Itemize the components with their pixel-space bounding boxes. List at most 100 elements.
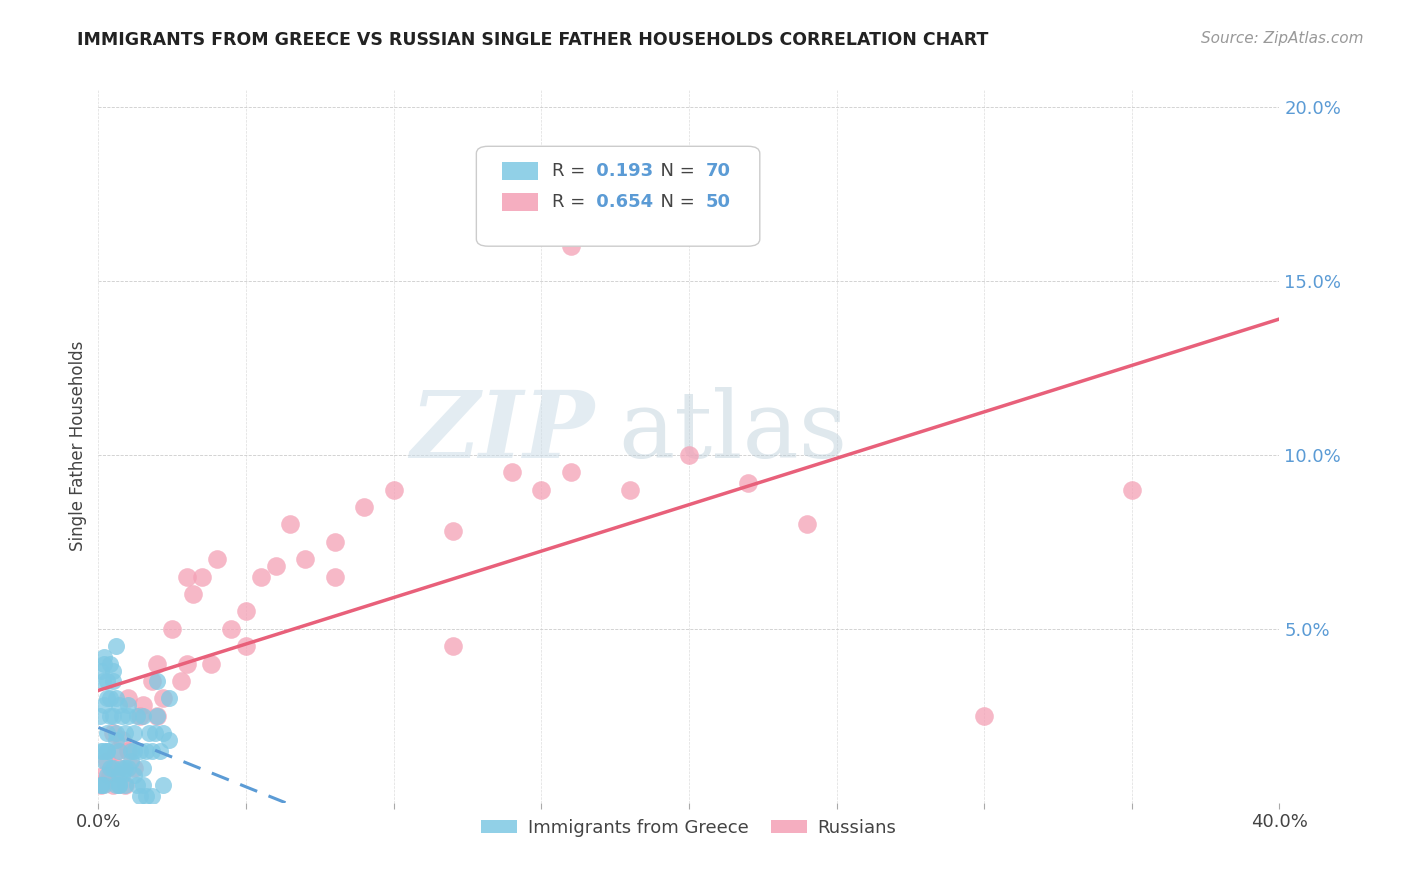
Point	[170, 673, 193, 688]
Point	[132, 761, 155, 775]
Point	[96, 673, 118, 688]
Point	[111, 733, 134, 747]
Point	[114, 778, 136, 792]
Point	[117, 698, 139, 713]
Point	[323, 534, 346, 549]
Point	[90, 778, 112, 792]
Point	[294, 552, 316, 566]
Point	[235, 639, 257, 653]
Point	[235, 604, 257, 618]
Text: R =: R =	[553, 193, 591, 211]
Point	[128, 708, 150, 723]
Text: N =: N =	[648, 162, 700, 180]
FancyBboxPatch shape	[502, 162, 537, 180]
Point	[105, 726, 128, 740]
Point	[105, 733, 128, 747]
Point	[108, 778, 131, 792]
Point	[96, 743, 118, 757]
Point	[323, 569, 346, 583]
Point	[117, 691, 139, 706]
Text: 0.654: 0.654	[589, 193, 652, 211]
Point	[120, 743, 142, 757]
Point	[353, 500, 375, 514]
Point	[191, 569, 214, 583]
Legend: Immigrants from Greece, Russians: Immigrants from Greece, Russians	[474, 812, 904, 844]
Point	[108, 743, 131, 757]
Y-axis label: Single Father Households: Single Father Households	[69, 341, 87, 551]
Point	[96, 726, 118, 740]
Point	[135, 743, 157, 757]
Point	[93, 768, 115, 782]
Point	[91, 743, 114, 757]
Point	[108, 768, 131, 782]
Point	[96, 754, 118, 768]
Text: IMMIGRANTS FROM GREECE VS RUSSIAN SINGLE FATHER HOUSEHOLDS CORRELATION CHART: IMMIGRANTS FROM GREECE VS RUSSIAN SINGLE…	[77, 31, 988, 49]
Point	[141, 743, 163, 757]
Point	[619, 483, 641, 497]
Point	[103, 673, 125, 688]
Point	[737, 475, 759, 490]
Point	[152, 726, 174, 740]
Text: 50: 50	[706, 193, 731, 211]
Point	[382, 483, 405, 497]
Point	[221, 622, 243, 636]
Point	[200, 657, 222, 671]
Point	[90, 743, 112, 757]
Point	[93, 657, 115, 671]
Point	[141, 789, 163, 803]
Point	[103, 708, 125, 723]
Point	[117, 743, 139, 757]
Text: Source: ZipAtlas.com: Source: ZipAtlas.com	[1201, 31, 1364, 46]
Point	[105, 743, 128, 757]
Point	[264, 559, 287, 574]
Text: ZIP: ZIP	[411, 387, 595, 476]
Point	[90, 778, 112, 792]
Point	[114, 778, 136, 792]
Point	[90, 664, 112, 678]
Point	[98, 768, 121, 782]
Text: 0.193: 0.193	[589, 162, 652, 180]
Point	[560, 465, 582, 479]
Point	[90, 778, 112, 792]
Point	[103, 726, 125, 740]
Point	[280, 517, 302, 532]
Point	[157, 733, 180, 747]
Point	[98, 761, 121, 775]
Point	[176, 569, 198, 583]
Point	[96, 691, 118, 706]
Point	[501, 465, 523, 479]
Point	[530, 483, 553, 497]
Point	[108, 761, 131, 775]
Text: R =: R =	[553, 162, 591, 180]
Point	[96, 743, 118, 757]
Point	[125, 708, 148, 723]
Point	[125, 778, 148, 792]
Point	[93, 649, 115, 664]
Point	[162, 622, 183, 636]
Point	[114, 726, 136, 740]
Point	[146, 708, 169, 723]
Point	[143, 726, 166, 740]
Point	[141, 673, 163, 688]
Point	[93, 778, 115, 792]
Point	[441, 524, 464, 539]
Point	[560, 239, 582, 253]
Point	[111, 708, 134, 723]
Point	[678, 448, 700, 462]
Point	[250, 569, 273, 583]
Point	[117, 761, 139, 775]
Point	[122, 726, 145, 740]
Point	[149, 743, 172, 757]
Point	[128, 743, 150, 757]
Point	[146, 673, 169, 688]
Point	[152, 691, 174, 706]
Point	[135, 789, 157, 803]
Point	[93, 754, 115, 768]
Point	[122, 768, 145, 782]
Point	[441, 639, 464, 653]
Point	[93, 698, 115, 713]
Point	[120, 754, 142, 768]
Point	[108, 698, 131, 713]
Point	[157, 691, 180, 706]
Point	[132, 708, 155, 723]
